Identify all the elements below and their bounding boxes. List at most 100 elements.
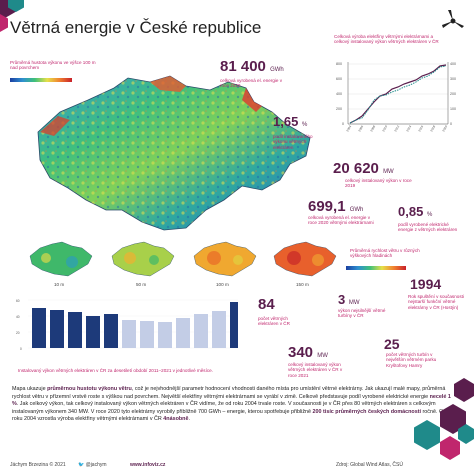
bar-group (32, 302, 238, 348)
description-paragraph: Mapa ukazuje průměrnou hustotu výkonu vě… (12, 386, 452, 424)
speed-map-label: 150 m (296, 282, 309, 287)
fact-number: 340 (288, 344, 314, 361)
text-segment: , což je nejvhodnější parametr hodnocení… (12, 386, 446, 400)
page-title: Větrná energie v České republice (10, 18, 262, 37)
hexagon-decoration (414, 420, 440, 450)
fact-unit: MW (348, 300, 360, 306)
svg-text:2012: 2012 (393, 124, 400, 132)
svg-text:800: 800 (336, 62, 342, 66)
text-segment: . Jak celkový výkon, tak celkový instalo… (12, 401, 436, 415)
stat-number: 20 620 (333, 160, 379, 177)
footer-site[interactable]: www.infoviz.cz (130, 462, 166, 468)
stat-value-wind-production: 699,1 GWh (308, 198, 363, 215)
svg-text:300: 300 (450, 77, 456, 81)
stat-desc-wind-share: podíl vyrobené elektrické energie z větr… (398, 222, 458, 233)
stat-value-total-production: 81 400 GWh (220, 58, 284, 75)
text-highlight: necelé 1 % (12, 393, 451, 408)
svg-text:200: 200 (450, 92, 456, 96)
fact-number: 3 (338, 292, 346, 307)
hexagon-decoration (440, 436, 460, 460)
production-line (349, 64, 447, 124)
stat-desc-installed-share: podíl instalovaného výkonu větrných elek… (273, 134, 313, 150)
fact-desc-strongest-turbine: výkon nejsilnější větrné turbíny v ČR (338, 308, 386, 319)
svg-text:600: 600 (336, 77, 342, 81)
svg-text:40: 40 (16, 315, 20, 319)
fact-value-turbine-count: 84 (258, 296, 275, 313)
speed-map-label: 10 m (54, 282, 65, 287)
stat-value-total-capacity: 20 620 MW (333, 160, 394, 177)
speed-color-scale (346, 266, 406, 270)
fact-value-largest-park: 25 (384, 336, 400, 352)
stat-desc-total-production: celková vyrobená el. energie v roce 2020 (220, 78, 283, 89)
fact-desc-installed-capacity: celkový instalovaný výkon větrných elekt… (288, 362, 343, 378)
text-segment: Mapa ukazuje (12, 386, 48, 392)
speed-map-label: 50 m (136, 282, 147, 287)
svg-text:2016: 2016 (417, 124, 424, 132)
hexagon-decoration (8, 0, 24, 12)
svg-text:2018: 2018 (429, 124, 436, 132)
fact-value-oldest-year: 1994 (410, 276, 441, 292)
stat-unit: % (301, 122, 308, 128)
fact-unit: MW (317, 353, 328, 359)
fact-desc-oldest-year: Rok spuštění v současnosti nejstarší fun… (408, 294, 464, 310)
svg-text:60: 60 (16, 299, 20, 303)
svg-text:2010: 2010 (381, 124, 388, 132)
svg-text:100: 100 (450, 107, 456, 111)
fact-number: 25 (384, 336, 400, 352)
speed-map-100m (190, 240, 260, 280)
fact-desc-largest-park: počet větrných turbín v největším větrné… (386, 352, 437, 368)
svg-text:2006: 2006 (357, 124, 364, 132)
fact-number: 1994 (410, 276, 442, 292)
stat-unit: % (426, 212, 433, 218)
svg-text:400: 400 (336, 92, 342, 96)
stat-number: 0,85 (398, 204, 424, 219)
hexagon-decoration (0, 14, 8, 32)
stat-desc-wind-production: celková vyrobená el. energie v roce 2020… (308, 215, 374, 226)
stat-value-installed-share: 1,65 % (273, 114, 307, 129)
svg-text:2008: 2008 (369, 124, 376, 132)
twitter-icon: 🐦 (78, 462, 85, 468)
stat-number: 699,1 (308, 198, 346, 215)
production-line-chart: 400 300 200 100 0 800 600 400 200 0 2004 2006 20… (334, 54, 466, 154)
stat-unit: GWh (270, 67, 284, 73)
text-segment: . (188, 416, 190, 423)
svg-text:0: 0 (20, 347, 22, 351)
svg-text:0: 0 (342, 122, 344, 126)
svg-text:400: 400 (450, 62, 456, 66)
stat-number: 1,65 (273, 114, 299, 129)
svg-text:0: 0 (450, 122, 452, 126)
svg-text:2004: 2004 (345, 124, 352, 132)
czech-wind-map (10, 60, 316, 245)
hexagon-decoration (458, 424, 474, 444)
stat-desc-total-capacity: celkový instalovaný výkon v roce 2019 (345, 178, 412, 189)
footer-author: Jáchym Brzezina © 2021 (10, 462, 66, 468)
text-highlight: průměrnou hustotu výkonu větru (47, 386, 132, 392)
speed-map-50m (108, 240, 178, 280)
fact-value-strongest-turbine: 3 MW (338, 292, 360, 307)
speed-map-150m (270, 240, 340, 280)
footer-source: Zdroj: Global Wind Atlas, ČSÚ (336, 462, 403, 468)
map-color-scale (10, 78, 72, 82)
wind-turbine-icon (440, 8, 466, 34)
capacity-line (349, 65, 447, 124)
stat-number: 81 400 (220, 58, 266, 75)
svg-text:2014: 2014 (405, 124, 412, 132)
speed-map-10m (26, 240, 96, 280)
installed-capacity-bar-chart: 60 40 20 0 (12, 294, 242, 366)
map-legend-title: Průměrná hustota výkonu ve výšce 100 m n… (10, 60, 96, 71)
text-highlight: 200 tisíc průměrných českých domácností (312, 408, 421, 415)
footer-handle-text: @jachym (85, 462, 107, 468)
text-segment: ročně. Od roku 2004 vzrostla výroba elek… (12, 408, 447, 423)
bar-chart-caption: Instalovaný výkon větrných elektráren v … (18, 368, 214, 373)
fact-desc-turbine-count: počet větrných elektráren v ČR (258, 316, 290, 327)
footer-handle: 🐦 @jachym (78, 462, 107, 468)
svg-text:200: 200 (336, 107, 342, 111)
stat-unit: MW (383, 169, 394, 175)
line-chart-title: Celková výroba elektřiny větrnými elektr… (334, 34, 439, 45)
svg-text:2020: 2020 (441, 124, 448, 132)
stat-value-wind-share: 0,85 % (398, 204, 432, 219)
stat-unit: GWh (349, 207, 364, 213)
fact-number: 84 (258, 296, 275, 313)
speed-map-label: 100 m (216, 282, 229, 287)
fact-value-installed-capacity: 340 MW (288, 344, 328, 361)
